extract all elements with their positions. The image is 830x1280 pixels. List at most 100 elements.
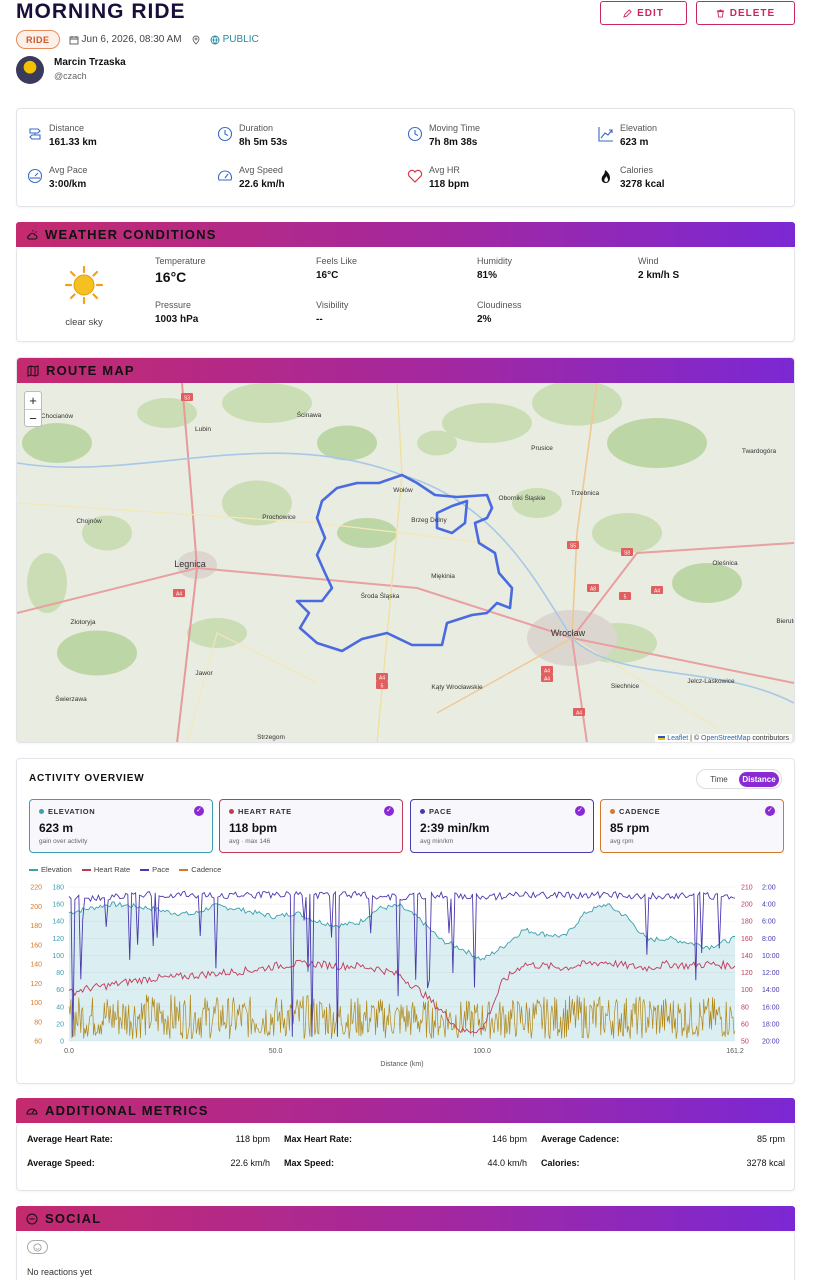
delete-button[interactable]: DELETE: [696, 1, 795, 25]
cadence-line: [68, 994, 736, 1040]
stat-distance: Distance 161.33 km: [27, 123, 97, 148]
humidity-label: Humidity: [477, 256, 513, 266]
metric-card-sub: avg · max 146: [229, 838, 271, 845]
forest-area: [442, 403, 532, 443]
metric-card-pace[interactable]: PACE 2:39 min/km avg min/km ✓: [410, 799, 594, 853]
y-tick-label: 10:00: [762, 953, 780, 960]
legend-elevation[interactable]: Elevation: [29, 865, 72, 874]
forest-area: [672, 563, 742, 603]
user-profile[interactable]: Marcin Trzaska @czach: [16, 56, 126, 84]
osm-link[interactable]: OpenStreetMap: [701, 735, 751, 742]
x-axis-label: Distance (km): [380, 1061, 423, 1068]
edit-button[interactable]: EDIT: [600, 1, 687, 25]
stat-avg-pace: Avg Pace 3:00/km: [27, 165, 87, 190]
road-label: A4: [176, 592, 182, 598]
weather-condition: clear sky: [65, 317, 103, 328]
clock-icon: [217, 126, 233, 142]
place-label: Twardogóra: [742, 448, 777, 455]
map-attribution: Leaflet | © OpenStreetMap contributors: [655, 734, 792, 742]
check-icon[interactable]: ✓: [384, 806, 394, 816]
check-icon[interactable]: ✓: [575, 806, 585, 816]
metric-card-elevation[interactable]: ELEVATION 623 m gain over activity ✓: [29, 799, 213, 853]
route-map-card: ROUTE MAP Chocianów Lubin Ścinawa Prusice Tw…: [16, 357, 795, 743]
road-shield: [619, 592, 631, 600]
stat-label: Calories: [620, 165, 654, 175]
y-tick-label: 40: [56, 1004, 64, 1011]
place-label: Miękinia: [431, 573, 455, 580]
pencil-icon: [623, 8, 632, 18]
y-tick-label: 140: [741, 953, 753, 960]
overview-title: ACTIVITY OVERVIEW: [29, 773, 145, 784]
visibility-value: --: [316, 314, 323, 325]
road-shield: [651, 586, 663, 594]
heart-icon: [407, 169, 423, 183]
stat-moving-time: Moving Time 7h 8m 38s: [407, 123, 480, 148]
y-tick-label: 120: [741, 970, 753, 977]
zoom-in-button[interactable]: +: [29, 393, 37, 408]
legend-heart-rate[interactable]: Heart Rate: [81, 865, 130, 874]
no-reactions-text: No reactions yet: [27, 1267, 93, 1277]
social-title: SOCIAL: [45, 1211, 102, 1226]
metric-key: Average Cadence:: [541, 1134, 620, 1144]
stat-label: Avg Speed: [239, 165, 283, 175]
forest-area: [512, 488, 562, 518]
edit-label: EDIT: [637, 7, 664, 19]
cloudiness: Cloudiness 2%: [477, 300, 522, 325]
metric-card-sub: gain over activity: [39, 838, 88, 845]
legend-cadence[interactable]: Cadence: [179, 865, 221, 874]
place-label: Świerzawa: [55, 694, 87, 703]
zoom-out-button[interactable]: −: [25, 409, 41, 426]
legend-label: Pace: [152, 865, 170, 874]
x-axis-toggle[interactable]: Time Distance: [696, 769, 782, 789]
metrics-title: ADDITIONAL METRICS: [45, 1103, 209, 1118]
metric-value: 118 bpm: [235, 1134, 270, 1144]
y-tick-label: 8:00: [762, 936, 776, 943]
road-label: 5: [381, 684, 384, 690]
weather-card: clear sky Temperature 16°C Feels Like 16°C…: [16, 247, 795, 342]
leaflet-link[interactable]: Leaflet: [667, 735, 689, 742]
forest-area: [532, 383, 622, 426]
y-tick-label: 120: [30, 981, 42, 988]
y-tick-label: 18:00: [762, 1021, 780, 1028]
metric-key: Max Heart Rate:: [284, 1134, 353, 1144]
metric-card-value: 623 m: [39, 821, 74, 835]
metric-key: Max Speed:: [284, 1158, 335, 1168]
y-tick-label: 20:00: [762, 1039, 780, 1046]
toggle-distance[interactable]: Distance: [739, 771, 779, 787]
legend-pace[interactable]: Pace: [140, 865, 169, 874]
wind-value: 2 km/h S: [638, 270, 680, 281]
toggle-time[interactable]: Time: [710, 774, 728, 784]
user-name[interactable]: Marcin Trzaska: [54, 57, 126, 68]
map-tiles[interactable]: Chocianów Lubin Ścinawa Prusice Twardogóra Wo…: [17, 383, 794, 743]
road-shield: [541, 666, 553, 674]
check-icon[interactable]: ✓: [765, 806, 775, 816]
y-tick-label: 160: [30, 942, 42, 949]
activity-chart[interactable]: 2202001801601401201008060180160140120100…: [17, 875, 794, 1075]
metric-card-cadence[interactable]: CADENCE 85 rpm avg rpm ✓: [600, 799, 784, 853]
road-shield: [376, 673, 388, 681]
stats-card: Distance 161.33 km Duration 8h 5m 53s Movi…: [16, 108, 795, 207]
stat-elevation: Elevation 623 m: [598, 123, 657, 148]
add-reaction-button[interactable]: [27, 1240, 48, 1254]
metric-card-heart-rate[interactable]: HEART RATE 118 bpm avg · max 146 ✓: [219, 799, 403, 853]
check-icon[interactable]: ✓: [194, 806, 204, 816]
map-canvas[interactable]: Chocianów Lubin Ścinawa Prusice Twardogóra Wo…: [17, 383, 794, 743]
stat-value: 8h 5m 53s: [239, 137, 288, 148]
flame-icon: [601, 170, 610, 183]
y-tick-label: 220: [30, 885, 42, 892]
place-label: Jelcz-Laskowice: [687, 678, 735, 685]
x-tick-label: 50.0: [269, 1048, 283, 1055]
y-tick-label: 12:00: [762, 970, 780, 977]
avatar[interactable]: [16, 56, 44, 84]
zoom-control[interactable]: + −: [24, 391, 42, 427]
stat-label: Duration: [239, 123, 274, 133]
cloudiness-value: 2%: [477, 314, 492, 325]
road: [176, 383, 199, 742]
place-label: Oleśnica: [712, 560, 738, 567]
wind: Wind 2 km/h S: [638, 256, 679, 281]
pressure: Pressure 1003 hPa: [155, 300, 198, 325]
delete-label: DELETE: [729, 7, 776, 19]
attribution-separator: | ©: [688, 735, 702, 742]
pace-dot: [420, 809, 425, 814]
page-title: MORNING RIDE: [16, 0, 186, 23]
